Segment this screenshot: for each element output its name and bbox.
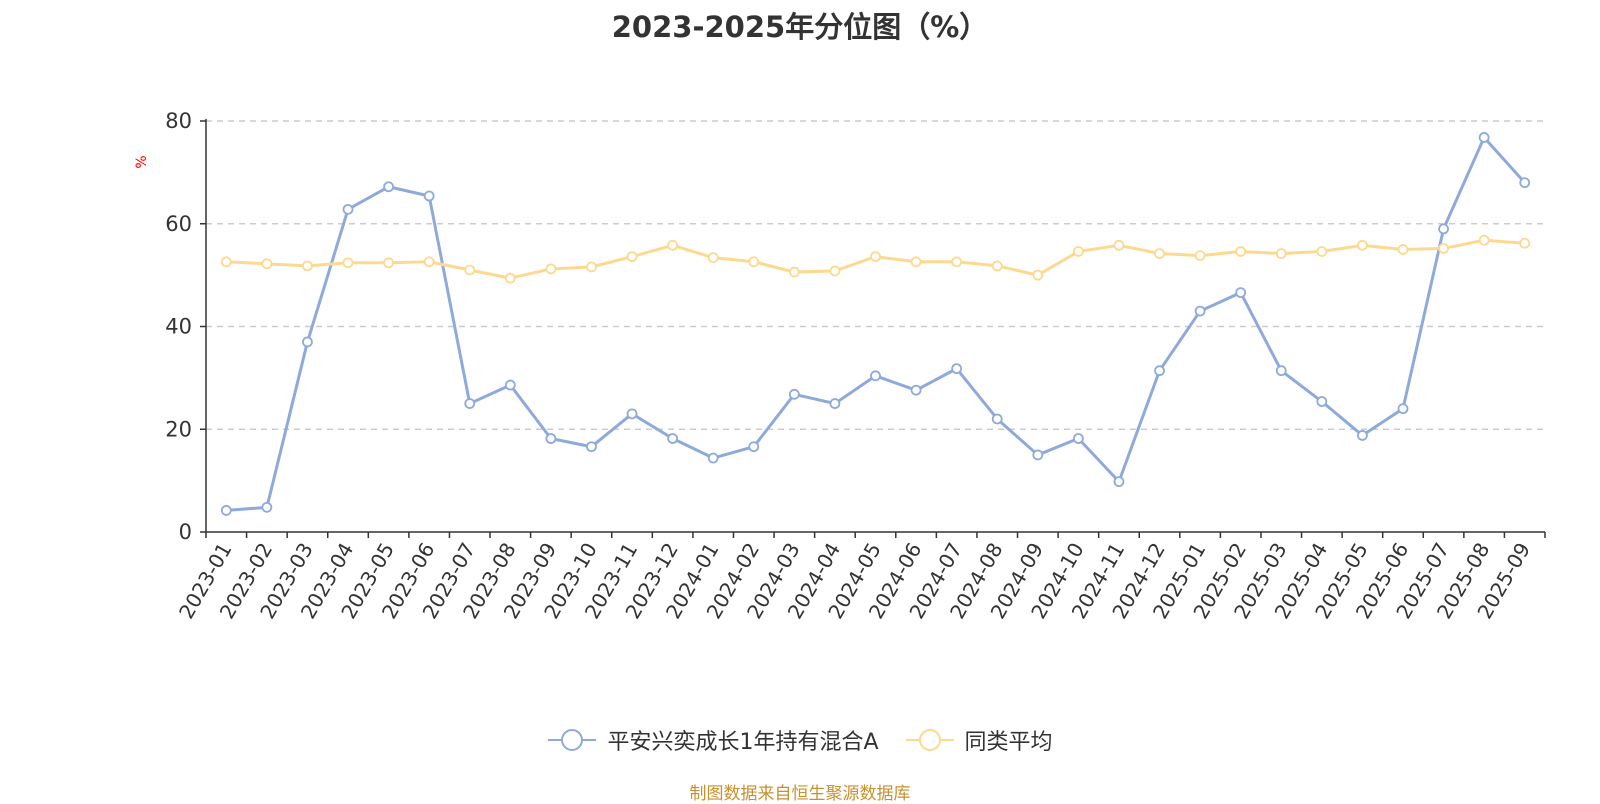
data-point[interactable] (586, 261, 597, 273)
data-point[interactable] (1275, 365, 1287, 377)
data-point[interactable] (951, 256, 963, 268)
legend: 平安兴奕成长1年持有混合A 同类平均 (0, 724, 1600, 756)
data-point[interactable] (788, 388, 800, 400)
data-point[interactable] (667, 433, 679, 444)
data-point[interactable] (1235, 287, 1247, 298)
data-point[interactable] (910, 256, 922, 268)
data-point[interactable] (423, 256, 435, 268)
data-point[interactable] (302, 336, 313, 348)
data-point[interactable] (1397, 244, 1409, 255)
data-point[interactable] (220, 256, 232, 268)
data-point[interactable] (1357, 239, 1368, 251)
legend-swatch-icon (905, 729, 954, 751)
data-point[interactable] (464, 264, 476, 276)
data-point[interactable] (302, 260, 313, 272)
data-point[interactable] (951, 363, 963, 375)
data-point[interactable] (1154, 365, 1165, 377)
data-point[interactable] (1438, 223, 1449, 235)
grid-lines (206, 120, 1545, 430)
data-point[interactable] (910, 384, 922, 396)
data-point[interactable] (1194, 305, 1206, 317)
data-point[interactable] (1478, 234, 1490, 246)
y-tick-label: 20 (165, 417, 192, 441)
data-point[interactable] (991, 260, 1003, 272)
data-point[interactable] (423, 190, 435, 202)
source-note: 制图数据来自恒生聚源数据库 (689, 784, 911, 804)
data-point[interactable] (707, 452, 719, 464)
data-point[interactable] (261, 501, 273, 513)
data-point[interactable] (504, 379, 516, 391)
data-point[interactable] (829, 398, 841, 409)
data-point[interactable] (1072, 246, 1084, 257)
data-point[interactable] (1113, 476, 1125, 488)
data-point[interactable] (626, 251, 638, 263)
data-point[interactable] (545, 433, 557, 444)
data-point[interactable] (261, 258, 273, 270)
y-tick-label: 60 (165, 212, 192, 236)
data-point[interactable] (991, 413, 1003, 425)
data-point[interactable] (1032, 269, 1044, 281)
data-point[interactable] (1519, 237, 1531, 249)
data-point[interactable] (383, 181, 394, 193)
legend-label: 同类平均 (964, 730, 1053, 755)
data-point[interactable] (464, 398, 476, 409)
legend-item[interactable]: 平安兴奕成长1年持有混合A (547, 724, 879, 756)
data-point[interactable] (342, 257, 354, 269)
y-tick-label: 0 (179, 520, 192, 544)
chart-title: 2023-2025年分位图（%） (611, 10, 989, 44)
data-point[interactable] (220, 505, 232, 516)
data-point[interactable] (545, 263, 557, 275)
legend-swatch-icon (548, 729, 597, 751)
axes: 0204060802023-012023-022023-032023-04202… (165, 109, 1546, 623)
y-tick-label: 80 (165, 109, 192, 133)
data-point[interactable] (748, 256, 760, 268)
data-point[interactable] (707, 252, 719, 264)
data-point[interactable] (1357, 430, 1368, 441)
data-point[interactable] (1275, 248, 1287, 259)
data-point[interactable] (626, 408, 638, 420)
data-point[interactable] (342, 203, 354, 215)
series (220, 132, 1531, 516)
data-point[interactable] (1316, 396, 1328, 407)
y-axis-label: % (134, 155, 150, 168)
y-tick-label: 40 (165, 315, 192, 339)
data-point[interactable] (586, 441, 597, 453)
data-point[interactable] (1072, 433, 1084, 444)
data-point[interactable] (667, 239, 679, 251)
data-point[interactable] (748, 441, 760, 453)
data-point[interactable] (829, 265, 841, 277)
data-point[interactable] (1478, 132, 1490, 143)
legend-item[interactable]: 同类平均 (905, 724, 1053, 756)
data-point[interactable] (1113, 239, 1125, 251)
series-line (226, 135, 1526, 512)
data-point[interactable] (788, 266, 800, 278)
data-point[interactable] (1438, 243, 1449, 254)
data-point[interactable] (504, 272, 516, 284)
legend-label: 平安兴奕成长1年持有混合A (607, 730, 879, 755)
data-point[interactable] (383, 257, 394, 269)
data-point[interactable] (1519, 177, 1531, 189)
data-point[interactable] (870, 251, 881, 263)
data-point[interactable] (1235, 246, 1247, 257)
data-point[interactable] (1032, 449, 1044, 461)
data-point[interactable] (870, 370, 881, 382)
data-point[interactable] (1194, 250, 1206, 262)
data-point[interactable] (1316, 246, 1328, 257)
data-point[interactable] (1154, 248, 1165, 259)
data-point[interactable] (1397, 403, 1409, 415)
